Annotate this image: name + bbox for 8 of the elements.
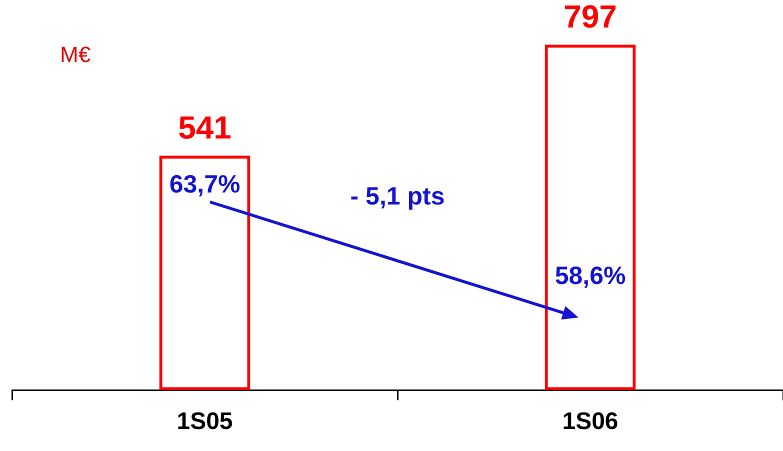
y-axis-title: M€: [60, 42, 91, 68]
data-label: 797: [564, 0, 617, 34]
x-tick-label: 1S06: [562, 408, 618, 436]
data-label: 541: [178, 109, 232, 146]
annotation: - 5,1 pts: [350, 182, 445, 211]
x-tick-label: 1S05: [176, 408, 233, 436]
annotation: 63,7%: [169, 170, 240, 199]
annotation: 58,6%: [554, 262, 626, 290]
